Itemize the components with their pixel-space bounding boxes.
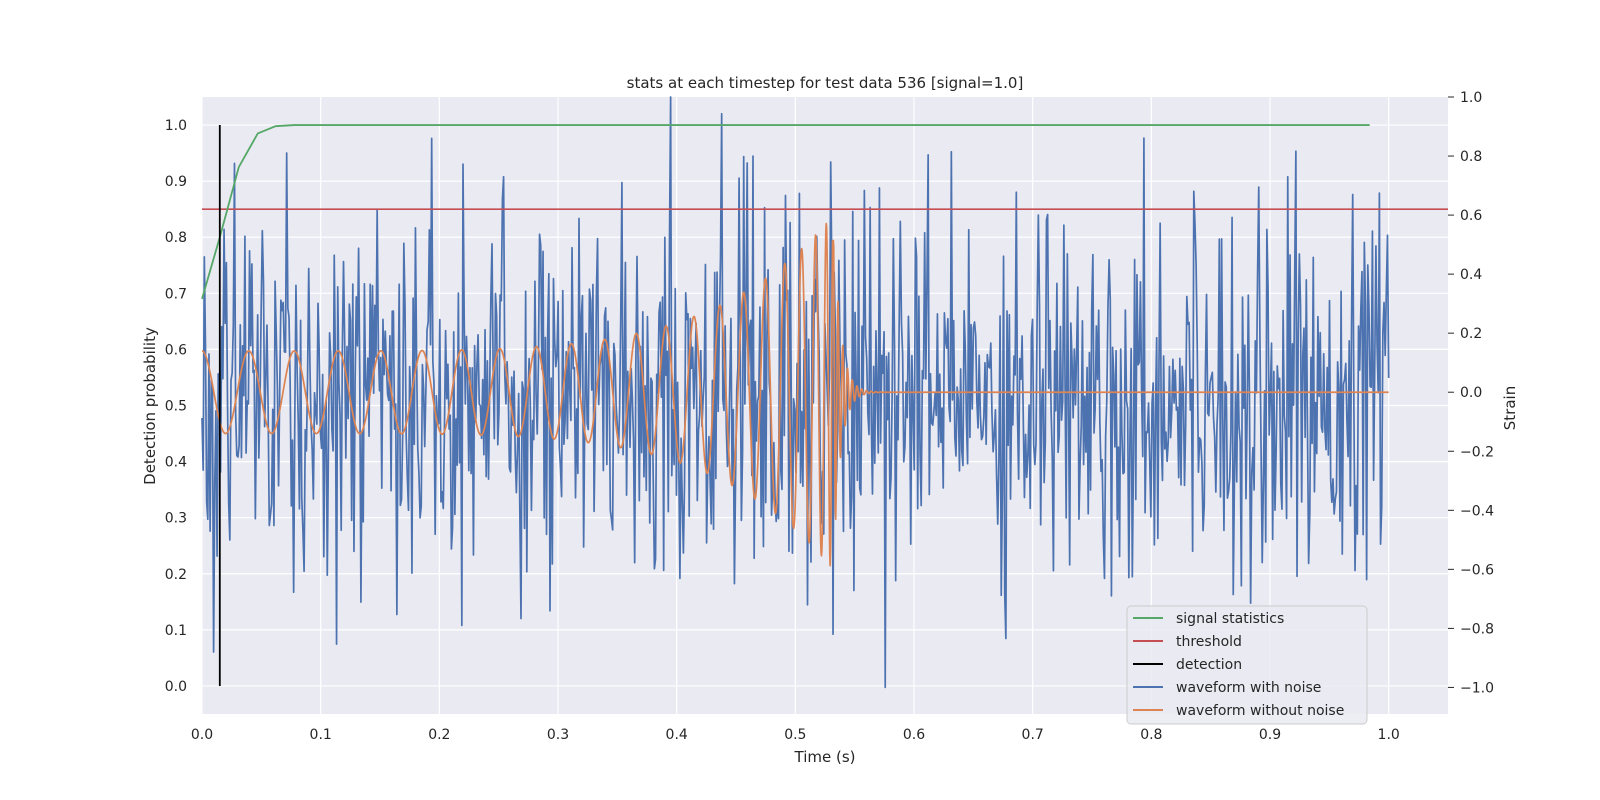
x-axis-label: Time (s)	[794, 748, 856, 766]
legend-label-threshold: threshold	[1176, 634, 1242, 650]
x-tick-label: 0.0	[191, 727, 213, 743]
legend: signal statistics threshold detection wa…	[1126, 605, 1368, 725]
x-tick-label: 0.8	[1140, 727, 1162, 743]
x-tick-label: 0.6	[903, 727, 925, 743]
series-waveform-without-noise	[201, 222, 1390, 567]
x-tick-label: 0.3	[547, 727, 569, 743]
y-right-tick-label: −0.2	[1460, 444, 1494, 460]
series-layer	[201, 96, 1448, 689]
y-tick-label: 0.1	[165, 623, 187, 639]
y-tick-labels: 0.0 0.1 0.2 0.3 0.4 0.5 0.6 0.7 0.8 0.9 1.0	[165, 118, 187, 695]
y-tick-label: 0.6	[165, 342, 187, 358]
y-tick-label: 1.0	[165, 118, 187, 134]
x-tick-labels: 0.0 0.1 0.2 0.3 0.4 0.5 0.6 0.7 0.8 0.9 1.0	[191, 727, 1400, 743]
legend-label-waveform-without-noise: waveform without noise	[1176, 703, 1344, 719]
y-tick-label: 0.2	[165, 567, 187, 583]
y-tick-label: 0.9	[165, 174, 187, 190]
x-tick-label: 0.7	[1022, 727, 1044, 743]
y-axis-label: Detection probability	[141, 327, 159, 485]
y-right-tick-label: 0.0	[1460, 385, 1482, 401]
y-tick-label: 0.5	[165, 399, 187, 415]
y-right-tick-label: −0.4	[1460, 503, 1494, 519]
y-right-axis-label: Strain	[1501, 386, 1519, 430]
x-tick-label: 0.9	[1259, 727, 1281, 743]
y-right-tick-label: −1.0	[1460, 680, 1494, 696]
legend-label-detection: detection	[1176, 657, 1242, 673]
y-tick-label: 0.3	[165, 511, 187, 527]
y-right-tick-label: 0.8	[1460, 149, 1482, 165]
y-tick-label: 0.8	[165, 230, 187, 246]
y-right-tick-label: −0.8	[1460, 621, 1494, 637]
y-right-tick-label: −0.6	[1460, 562, 1494, 578]
y-tick-label: 0.7	[165, 286, 187, 302]
x-tick-label: 1.0	[1378, 727, 1400, 743]
x-tick-label: 0.4	[666, 727, 688, 743]
legend-label-waveform-with-noise: waveform with noise	[1176, 680, 1321, 696]
x-tick-label: 0.5	[784, 727, 806, 743]
y-tick-label: 0.0	[165, 679, 187, 695]
legend-box	[1126, 605, 1368, 725]
y-right-tick-label: 0.4	[1460, 267, 1482, 283]
y-right-tick-label: 1.0	[1460, 90, 1482, 106]
y-right-tick-label: 0.2	[1460, 326, 1482, 342]
y-right-tick-label: 0.6	[1460, 208, 1482, 224]
y-tick-label: 0.4	[165, 455, 187, 471]
series-signal-statistics	[201, 124, 1370, 300]
chart-title: stats at each timestep for test data 536…	[627, 74, 1024, 92]
series-waveform-with-noise	[201, 96, 1390, 689]
legend-label-signal-statistics: signal statistics	[1176, 611, 1284, 627]
x-tick-label: 0.1	[310, 727, 332, 743]
y-right-tick-labels: −1.0 −0.8 −0.6 −0.4 −0.2 0.0 0.2 0.4 0.6 0.8 1.0	[1448, 90, 1494, 696]
x-tick-label: 0.2	[428, 727, 450, 743]
